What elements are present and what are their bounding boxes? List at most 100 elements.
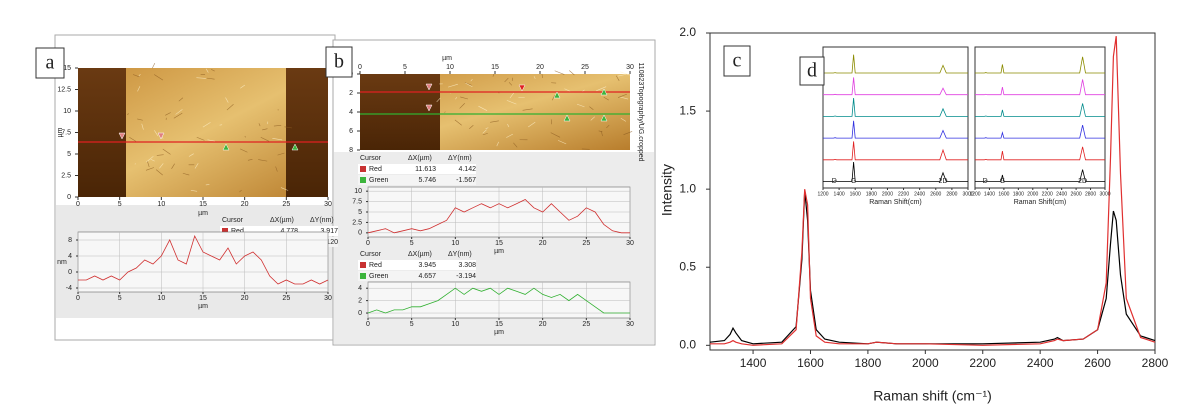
afm-texture bbox=[196, 136, 205, 141]
afm-texture bbox=[239, 189, 242, 193]
x-tick-label: 2200 bbox=[969, 356, 996, 370]
image-y-label: µm bbox=[57, 127, 64, 137]
afm-texture bbox=[146, 156, 154, 163]
x-tick-label: 15 bbox=[491, 64, 499, 71]
afm-texture bbox=[272, 138, 283, 141]
cursor-marker bbox=[222, 143, 230, 151]
inset-spectrum bbox=[823, 120, 968, 139]
x-tick-label: 15 bbox=[199, 295, 207, 302]
spectrum-line bbox=[710, 36, 1156, 346]
y-tick-label: 12.5 bbox=[57, 86, 71, 93]
inset-frame bbox=[822, 46, 969, 189]
inset-spectrum bbox=[975, 146, 1105, 161]
x-tick-label: 5 bbox=[410, 321, 414, 328]
afm-texture bbox=[206, 77, 215, 80]
afm-texture bbox=[137, 118, 143, 121]
x-tick-label: 2800 bbox=[1142, 356, 1169, 370]
afm-texture bbox=[598, 130, 603, 133]
x-tick-label: 10 bbox=[451, 321, 459, 328]
y-tick-label: 1.5 bbox=[679, 103, 696, 117]
x-tick-label: 2600 bbox=[930, 191, 941, 197]
inset-frame bbox=[974, 46, 1106, 189]
cursor-swatch bbox=[222, 228, 228, 234]
afm-texture bbox=[277, 152, 285, 156]
x-tick-label: 2600 bbox=[1071, 191, 1082, 197]
y-tick-label: 1.0 bbox=[679, 181, 696, 195]
x-tick-label: 20 bbox=[241, 295, 249, 302]
afm-texture bbox=[469, 124, 474, 130]
cursor-marker bbox=[600, 88, 608, 96]
table-header: ΔY(nm) bbox=[448, 155, 472, 162]
afm-texture bbox=[541, 73, 543, 79]
x-tick-label: 2200 bbox=[1042, 191, 1053, 197]
table-row-bg bbox=[358, 175, 476, 185]
cursor-marker bbox=[600, 114, 608, 122]
x-tick-label: 2800 bbox=[1085, 191, 1096, 197]
y-tick-label: 2.5 bbox=[61, 172, 71, 179]
image-side-text: 110823Topography/UG.cropped bbox=[637, 62, 644, 161]
x-tick-label: 1800 bbox=[855, 356, 882, 370]
x-tick-label: 1800 bbox=[1013, 191, 1024, 197]
afm-texture bbox=[596, 86, 607, 92]
panel-label: d bbox=[807, 60, 817, 82]
afm-texture bbox=[436, 97, 441, 103]
afm-texture bbox=[465, 82, 473, 88]
inset-spectrum bbox=[975, 169, 1105, 182]
afm-texture bbox=[557, 140, 567, 145]
afm-texture bbox=[141, 123, 144, 130]
x-tick-label: 10 bbox=[157, 295, 165, 302]
afm-texture bbox=[589, 106, 594, 111]
x-tick-label: 3000 bbox=[962, 191, 973, 197]
afm-texture bbox=[478, 105, 488, 111]
y-tick-label: 0 bbox=[358, 230, 362, 237]
afm-texture bbox=[533, 76, 536, 79]
x-tick-label: 3000 bbox=[1099, 191, 1110, 197]
profile-y-label: nm bbox=[57, 259, 67, 266]
x-tick-label: 10 bbox=[446, 64, 454, 71]
cursor-dx: 11.613 bbox=[415, 166, 436, 173]
y-tick-label: 5 bbox=[67, 151, 71, 158]
y-tick-label: 8 bbox=[68, 237, 72, 244]
x-tick-label: 2400 bbox=[1056, 191, 1067, 197]
afm-texture bbox=[506, 133, 513, 138]
x-tick-label: 10 bbox=[157, 201, 165, 208]
cursor-swatch bbox=[360, 166, 366, 172]
afm-texture bbox=[127, 113, 129, 115]
afm-texture bbox=[202, 122, 211, 128]
afm-texture bbox=[551, 95, 556, 101]
spectrum-line bbox=[709, 190, 1156, 345]
y-tick-label: -4 bbox=[66, 285, 72, 292]
x-tick-label: 15 bbox=[495, 321, 503, 328]
x-tick-label: 2400 bbox=[1027, 356, 1054, 370]
afm-texture bbox=[513, 142, 518, 148]
cursor-name: Red bbox=[369, 166, 382, 173]
x-tick-label: 20 bbox=[241, 201, 249, 208]
afm-texture bbox=[617, 74, 627, 77]
afm-texture bbox=[196, 77, 206, 79]
x-tick-label: 30 bbox=[626, 321, 634, 328]
afm-texture bbox=[205, 68, 209, 73]
afm-texture bbox=[485, 127, 489, 130]
y-tick-label: 4 bbox=[349, 109, 353, 116]
x-tick-label: 25 bbox=[282, 295, 290, 302]
x-tick-label: 0 bbox=[366, 240, 370, 247]
cursor-swatch bbox=[360, 273, 366, 279]
afm-texture bbox=[188, 153, 194, 157]
x-tick-label: 25 bbox=[582, 240, 590, 247]
panel-label: a bbox=[46, 52, 55, 74]
afm-texture bbox=[460, 96, 469, 100]
inset-spectrum bbox=[823, 77, 968, 96]
profile-x-label: µm bbox=[494, 329, 504, 336]
y-tick-label: 0.0 bbox=[679, 337, 696, 351]
afm-texture bbox=[455, 97, 458, 100]
afm-texture bbox=[178, 97, 184, 102]
inset-spectrum bbox=[975, 103, 1105, 117]
afm-texture bbox=[554, 70, 565, 75]
cursor-marker bbox=[291, 143, 299, 151]
afm-texture bbox=[134, 163, 136, 165]
y-tick-label: 4 bbox=[358, 285, 362, 292]
afm-texture bbox=[152, 63, 156, 69]
cursor-marker bbox=[563, 114, 571, 122]
cursor-dy: -1.567 bbox=[456, 177, 476, 184]
profile-line bbox=[78, 234, 329, 285]
